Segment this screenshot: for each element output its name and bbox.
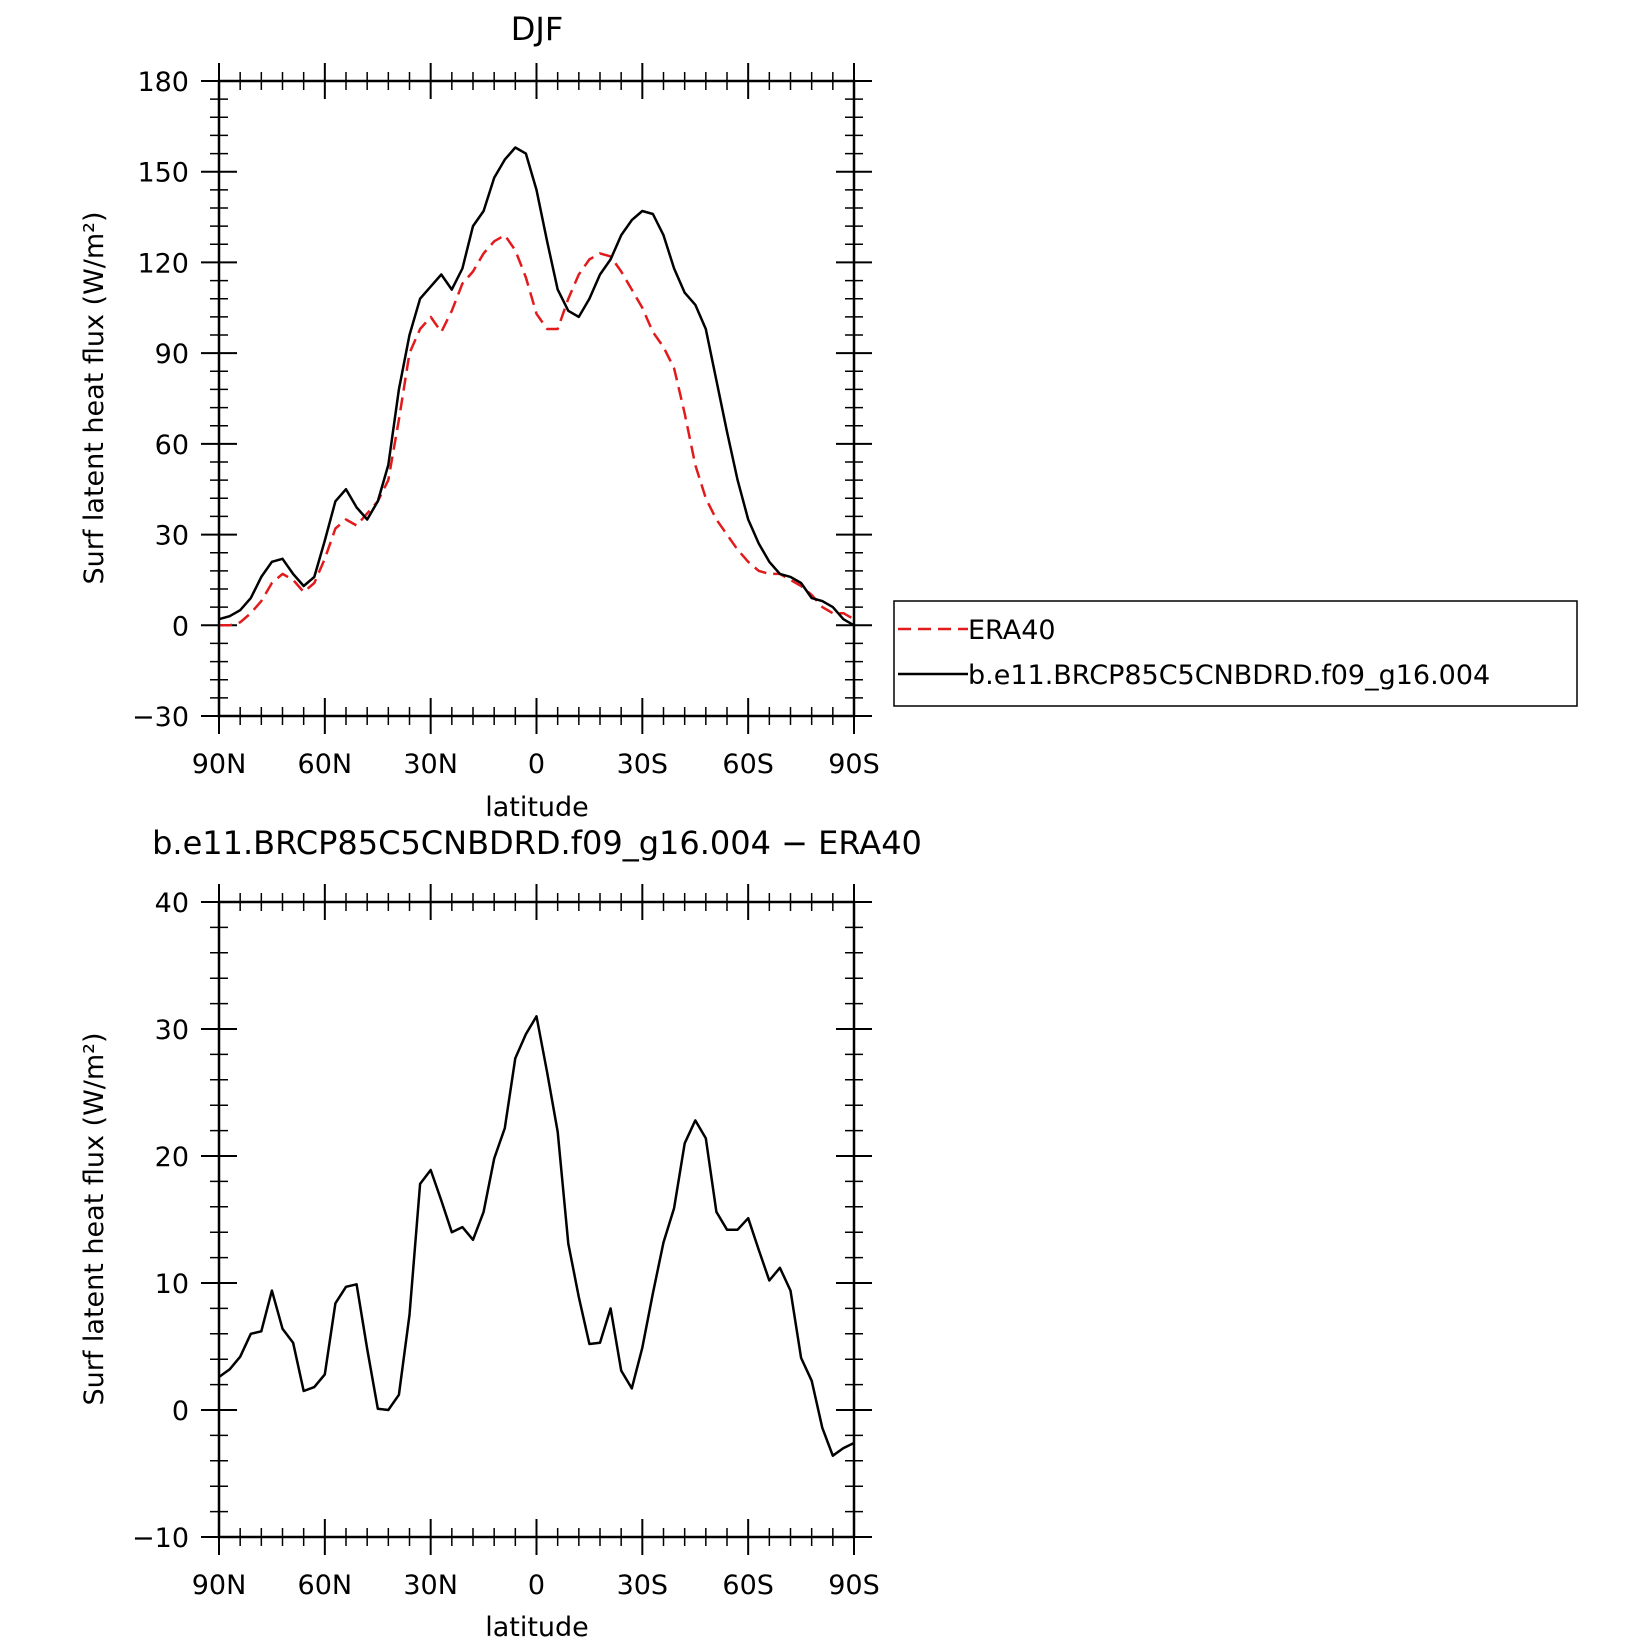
top-ytick-label: 180 bbox=[137, 67, 189, 98]
top-ytick-label: −30 bbox=[132, 702, 189, 733]
bottom-ytick-label: 30 bbox=[155, 1015, 189, 1046]
bottom-ytick-label: 0 bbox=[172, 1396, 189, 1427]
top-ytick-label: 30 bbox=[155, 521, 189, 552]
top-ytick-label: 90 bbox=[155, 339, 189, 370]
top-xtick-label: 60S bbox=[722, 749, 774, 780]
bottom-ytick-label: 20 bbox=[155, 1142, 189, 1173]
top-xtick-label: 60N bbox=[298, 749, 353, 780]
bottom-series-line-0 bbox=[218, 1015, 855, 1457]
top-plot-frame bbox=[217, 79, 856, 718]
top-xtick-label: 30N bbox=[403, 749, 458, 780]
bottom-xtick-label: 30N bbox=[403, 1570, 458, 1601]
top-series-line-0 bbox=[219, 233, 855, 627]
bottom-plot-frame bbox=[217, 900, 856, 1539]
bottom-plot-ylabel: Surf latent heat flux (W/m²) bbox=[79, 1032, 110, 1405]
top-plot-ylabel: Surf latent heat flux (W/m²) bbox=[79, 211, 110, 584]
top-plot: DJF −30 0 30 60 90 120 150 180 90N 60N 30N 0 30S 60S 9… bbox=[79, 10, 880, 823]
top-ytick-label: 60 bbox=[155, 430, 189, 461]
legend-label-model: b.e11.BRCP85C5CNBDRD.f09_g16.004 bbox=[968, 660, 1490, 691]
top-xtick-label: 90N bbox=[192, 749, 247, 780]
bottom-plot-xlabel: latitude bbox=[485, 1612, 589, 1641]
top-xtick-label: 90S bbox=[828, 749, 880, 780]
top-ytick-label: 0 bbox=[172, 611, 189, 642]
top-plot-xlabel: latitude bbox=[485, 792, 589, 823]
top-plot-ticks: −30 0 30 60 90 120 150 180 90N 60N 30N 0 30S 60S 90S bbox=[132, 63, 880, 780]
bottom-xtick-label: 90N bbox=[192, 1570, 247, 1601]
bottom-xtick-label: 60S bbox=[722, 1570, 774, 1601]
bottom-xtick-label: 90S bbox=[828, 1570, 880, 1601]
top-plot-title: DJF bbox=[511, 10, 563, 48]
bottom-xtick-label: 60N bbox=[298, 1570, 353, 1601]
top-ytick-label: 150 bbox=[137, 158, 189, 189]
bottom-xtick-label: 30S bbox=[617, 1570, 669, 1601]
bottom-plot: b.e11.BRCP85C5CNBDRD.f09_g16.004 − ERA40… bbox=[79, 824, 922, 1641]
bottom-ytick-label: 40 bbox=[155, 888, 189, 919]
bottom-ytick-label: −10 bbox=[132, 1523, 189, 1554]
legend-frame bbox=[893, 600, 1578, 707]
bottom-plot-series bbox=[218, 1015, 855, 1457]
top-series-line-1 bbox=[218, 146, 855, 627]
top-ytick-label: 120 bbox=[137, 248, 189, 279]
bottom-plot-title: b.e11.BRCP85C5CNBDRD.f09_g16.004 − ERA40 bbox=[152, 824, 922, 862]
top-xtick-label: 30S bbox=[617, 749, 669, 780]
top-plot-legend: ERA40 b.e11.BRCP85C5CNBDRD.f09_g16.004 bbox=[893, 600, 1578, 707]
bottom-plot-ticks: −10 0 10 20 30 40 90N 60N 30N 0 30S 60S 90S bbox=[132, 884, 880, 1601]
bottom-xtick-label: 0 bbox=[528, 1570, 545, 1601]
top-plot-series bbox=[218, 146, 855, 627]
top-xtick-label: 0 bbox=[528, 749, 545, 780]
bottom-ytick-label: 10 bbox=[155, 1269, 189, 1300]
legend-label-era40: ERA40 bbox=[968, 615, 1056, 646]
